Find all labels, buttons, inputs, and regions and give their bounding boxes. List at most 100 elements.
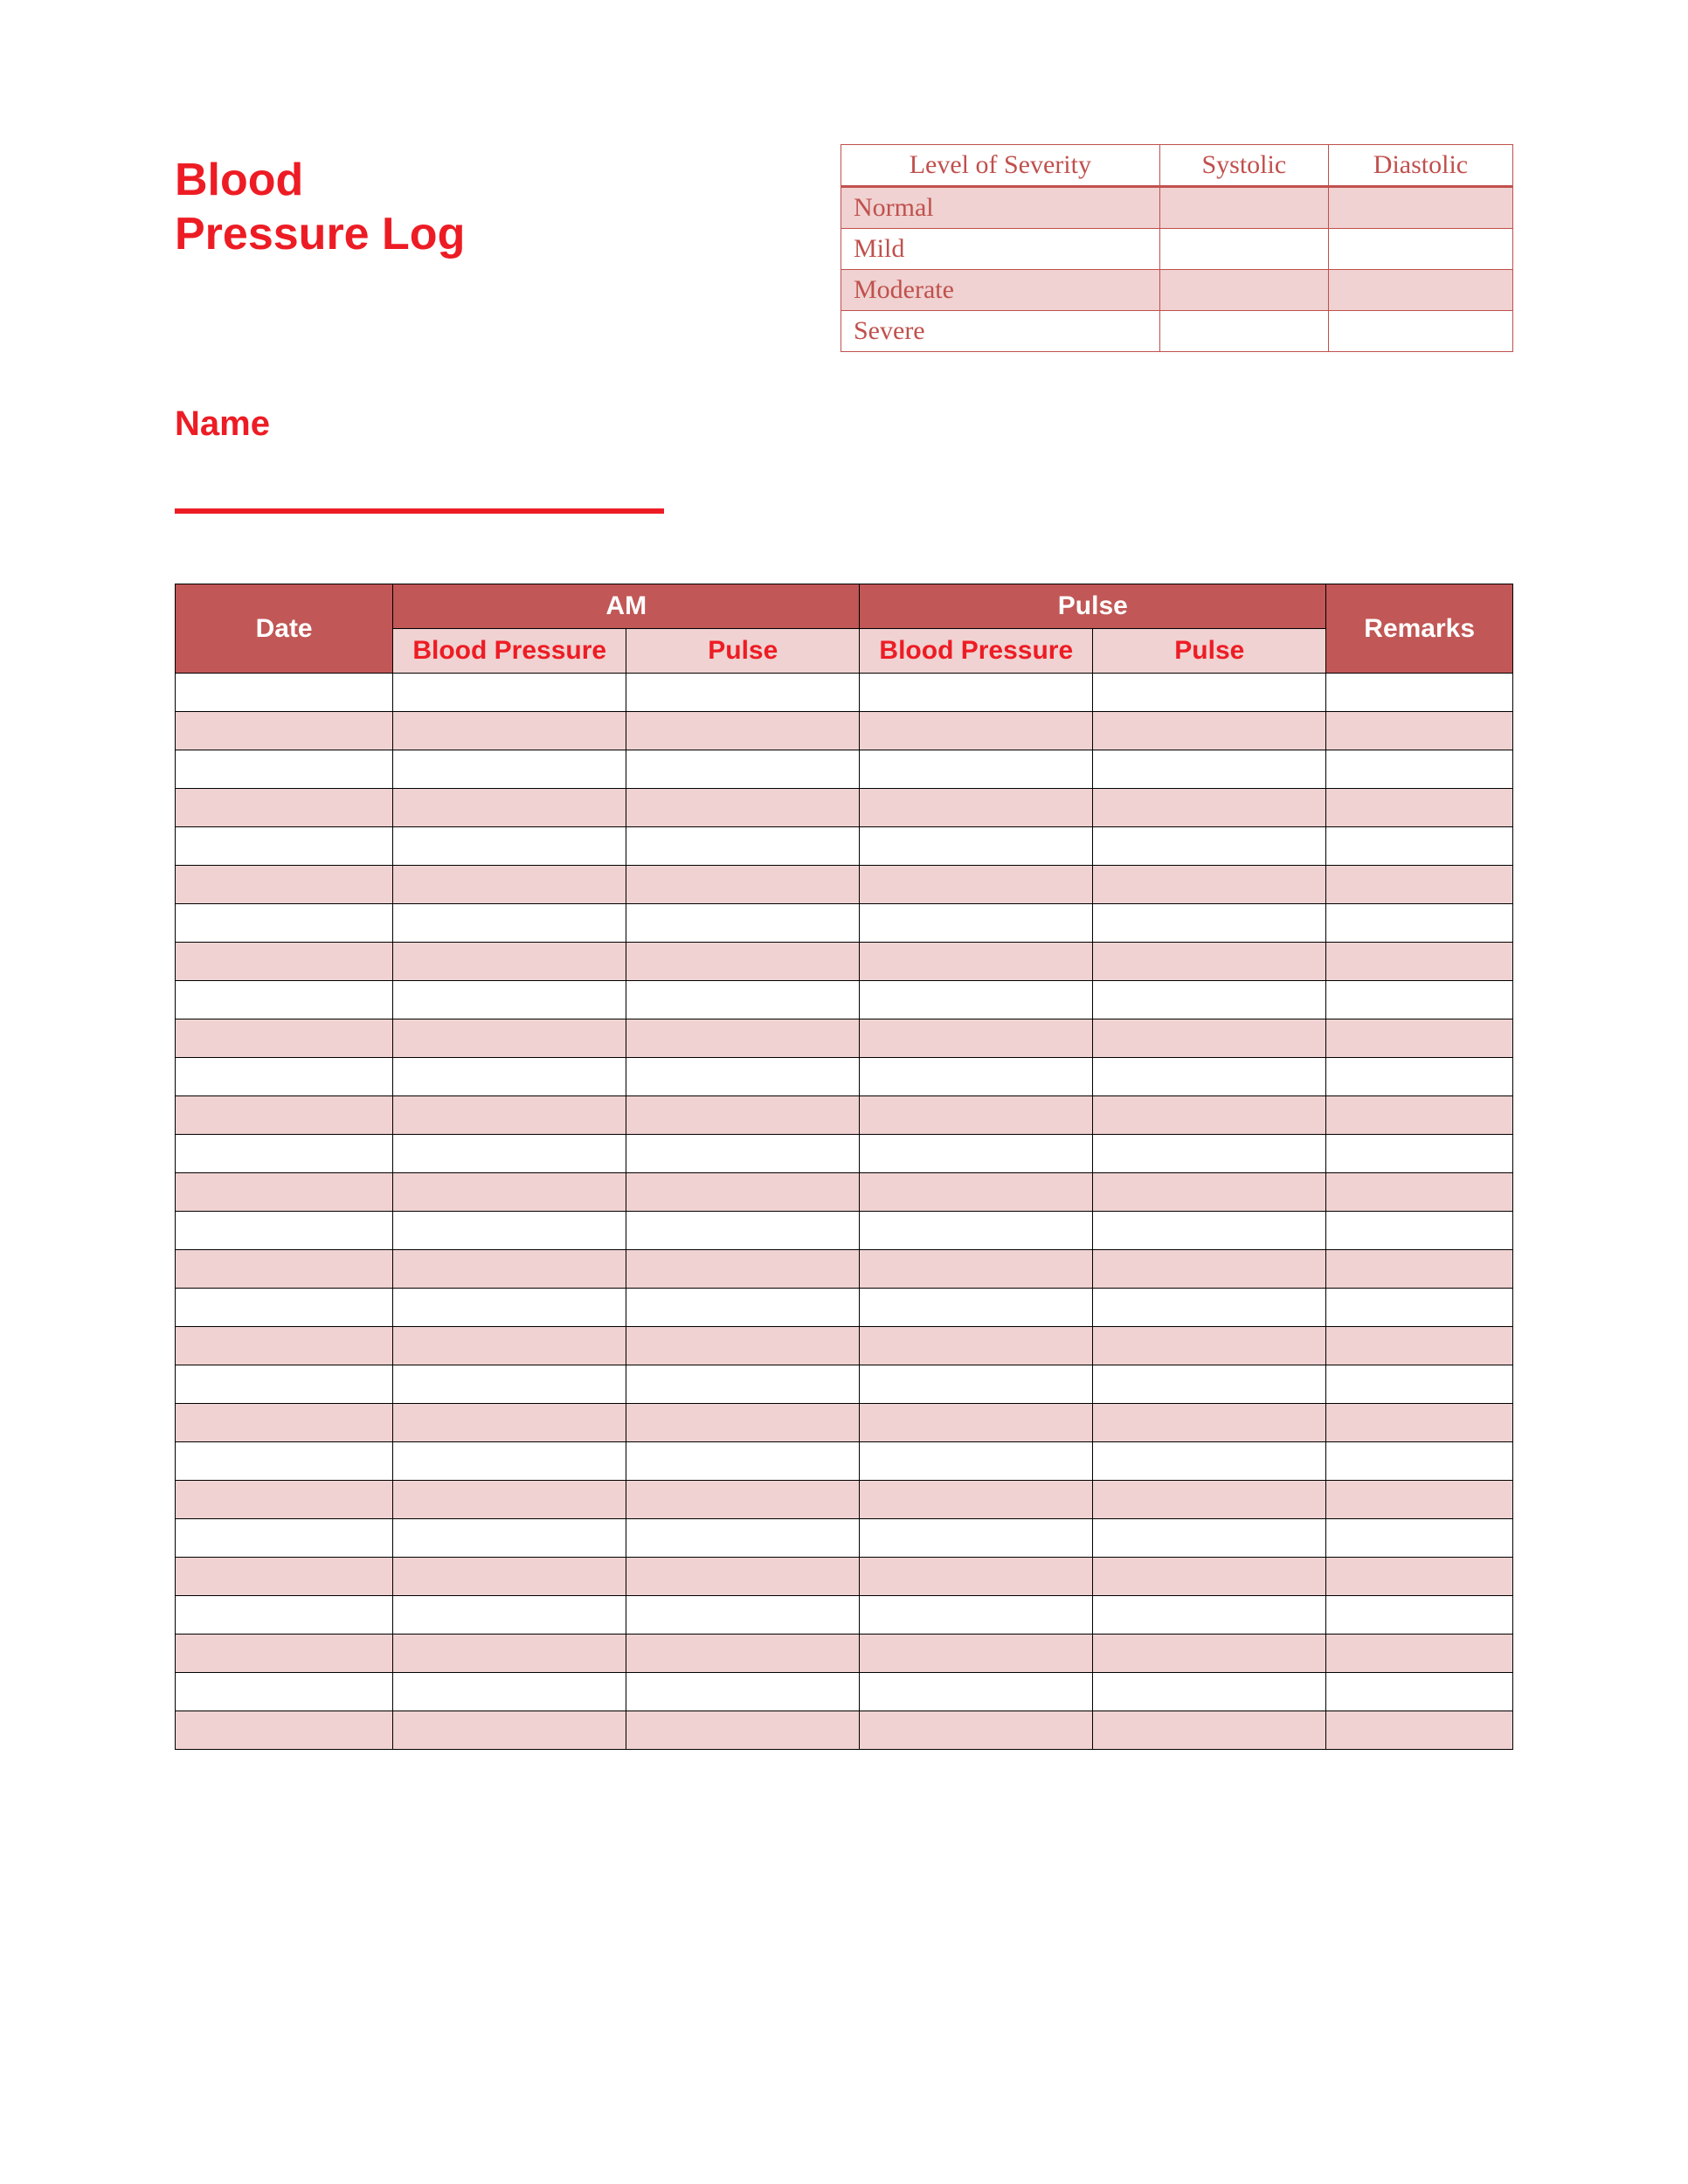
log-cell[interactable] xyxy=(176,1711,393,1750)
log-cell[interactable] xyxy=(860,1596,1093,1635)
log-cell[interactable] xyxy=(626,1135,860,1173)
log-cell[interactable] xyxy=(860,1289,1093,1327)
log-cell[interactable] xyxy=(1093,1058,1326,1096)
log-cell[interactable] xyxy=(1326,1711,1513,1750)
log-cell[interactable] xyxy=(1093,1519,1326,1558)
log-cell[interactable] xyxy=(1093,1481,1326,1519)
log-cell[interactable] xyxy=(176,1173,393,1212)
log-cell[interactable] xyxy=(626,1058,860,1096)
log-cell[interactable] xyxy=(1326,981,1513,1019)
log-cell[interactable] xyxy=(176,943,393,981)
log-cell[interactable] xyxy=(1326,1404,1513,1442)
log-cell[interactable] xyxy=(626,1635,860,1673)
log-cell[interactable] xyxy=(176,904,393,943)
log-cell[interactable] xyxy=(626,1250,860,1289)
log-cell[interactable] xyxy=(626,1673,860,1711)
log-cell[interactable] xyxy=(1093,1711,1326,1750)
log-cell[interactable] xyxy=(860,1096,1093,1135)
log-cell[interactable] xyxy=(860,1365,1093,1404)
log-cell[interactable] xyxy=(1326,943,1513,981)
log-cell[interactable] xyxy=(1093,943,1326,981)
log-cell[interactable] xyxy=(860,750,1093,789)
log-cell[interactable] xyxy=(1326,866,1513,904)
log-cell[interactable] xyxy=(626,1327,860,1365)
log-cell[interactable] xyxy=(393,981,626,1019)
log-cell[interactable] xyxy=(860,827,1093,866)
log-cell[interactable] xyxy=(1326,1173,1513,1212)
log-cell[interactable] xyxy=(626,674,860,712)
log-cell[interactable] xyxy=(860,866,1093,904)
log-cell[interactable] xyxy=(1326,1327,1513,1365)
log-cell[interactable] xyxy=(176,981,393,1019)
log-cell[interactable] xyxy=(626,981,860,1019)
log-cell[interactable] xyxy=(1093,1212,1326,1250)
log-cell[interactable] xyxy=(176,1250,393,1289)
log-cell[interactable] xyxy=(1326,904,1513,943)
log-cell[interactable] xyxy=(1326,1365,1513,1404)
log-cell[interactable] xyxy=(1093,712,1326,750)
log-cell[interactable] xyxy=(860,1558,1093,1596)
log-cell[interactable] xyxy=(860,943,1093,981)
log-cell[interactable] xyxy=(393,1365,626,1404)
log-cell[interactable] xyxy=(393,1519,626,1558)
log-cell[interactable] xyxy=(393,943,626,981)
log-cell[interactable] xyxy=(626,1404,860,1442)
log-cell[interactable] xyxy=(1326,1289,1513,1327)
log-cell[interactable] xyxy=(393,1481,626,1519)
log-cell[interactable] xyxy=(1093,1096,1326,1135)
log-cell[interactable] xyxy=(176,866,393,904)
log-cell[interactable] xyxy=(860,789,1093,827)
log-cell[interactable] xyxy=(393,789,626,827)
log-cell[interactable] xyxy=(1326,1596,1513,1635)
log-cell[interactable] xyxy=(860,1481,1093,1519)
log-cell[interactable] xyxy=(393,827,626,866)
log-cell[interactable] xyxy=(1326,1442,1513,1481)
log-cell[interactable] xyxy=(626,827,860,866)
log-cell[interactable] xyxy=(860,1635,1093,1673)
log-cell[interactable] xyxy=(626,1558,860,1596)
log-cell[interactable] xyxy=(393,1327,626,1365)
log-cell[interactable] xyxy=(393,1442,626,1481)
log-cell[interactable] xyxy=(626,1481,860,1519)
log-cell[interactable] xyxy=(1093,827,1326,866)
log-cell[interactable] xyxy=(393,1019,626,1058)
log-cell[interactable] xyxy=(626,750,860,789)
log-cell[interactable] xyxy=(626,712,860,750)
log-cell[interactable] xyxy=(176,1481,393,1519)
log-cell[interactable] xyxy=(1093,866,1326,904)
log-cell[interactable] xyxy=(1093,1673,1326,1711)
log-cell[interactable] xyxy=(1326,1058,1513,1096)
log-cell[interactable] xyxy=(1326,1558,1513,1596)
log-cell[interactable] xyxy=(176,1442,393,1481)
log-cell[interactable] xyxy=(1326,827,1513,866)
log-cell[interactable] xyxy=(176,750,393,789)
log-cell[interactable] xyxy=(626,1519,860,1558)
log-cell[interactable] xyxy=(1093,1442,1326,1481)
log-cell[interactable] xyxy=(1093,1135,1326,1173)
log-cell[interactable] xyxy=(176,1212,393,1250)
log-cell[interactable] xyxy=(1326,1519,1513,1558)
log-cell[interactable] xyxy=(393,904,626,943)
log-cell[interactable] xyxy=(176,1135,393,1173)
log-cell[interactable] xyxy=(176,1096,393,1135)
log-cell[interactable] xyxy=(626,866,860,904)
severity-systolic[interactable] xyxy=(1159,187,1328,229)
log-cell[interactable] xyxy=(393,674,626,712)
log-cell[interactable] xyxy=(860,1058,1093,1096)
log-cell[interactable] xyxy=(176,1289,393,1327)
log-cell[interactable] xyxy=(860,981,1093,1019)
severity-systolic[interactable] xyxy=(1159,229,1328,270)
log-cell[interactable] xyxy=(860,674,1093,712)
log-cell[interactable] xyxy=(626,1596,860,1635)
log-cell[interactable] xyxy=(1093,1250,1326,1289)
log-cell[interactable] xyxy=(860,1442,1093,1481)
log-cell[interactable] xyxy=(626,904,860,943)
log-cell[interactable] xyxy=(626,1019,860,1058)
log-cell[interactable] xyxy=(1093,1558,1326,1596)
log-cell[interactable] xyxy=(1093,1019,1326,1058)
log-cell[interactable] xyxy=(1093,981,1326,1019)
log-cell[interactable] xyxy=(1093,1596,1326,1635)
log-cell[interactable] xyxy=(860,712,1093,750)
log-cell[interactable] xyxy=(626,1442,860,1481)
log-cell[interactable] xyxy=(626,1711,860,1750)
